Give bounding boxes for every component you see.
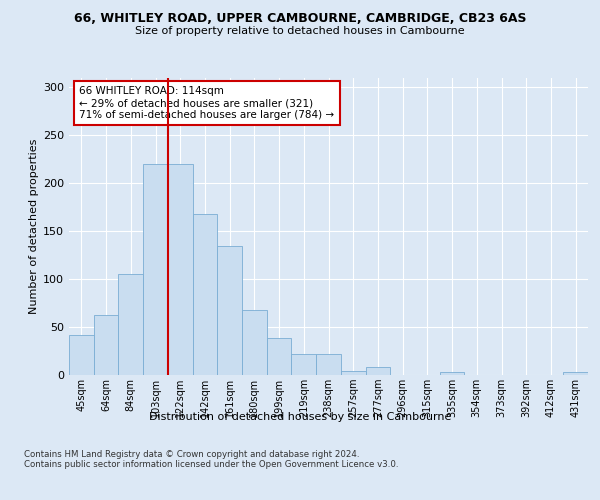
Bar bbox=[341, 371, 365, 375]
Bar bbox=[292, 354, 316, 375]
Bar bbox=[563, 372, 588, 375]
Text: 66, WHITLEY ROAD, UPPER CAMBOURNE, CAMBRIDGE, CB23 6AS: 66, WHITLEY ROAD, UPPER CAMBOURNE, CAMBR… bbox=[74, 12, 526, 26]
Text: Contains HM Land Registry data © Crown copyright and database right 2024.
Contai: Contains HM Land Registry data © Crown c… bbox=[24, 450, 398, 469]
Y-axis label: Number of detached properties: Number of detached properties bbox=[29, 138, 39, 314]
Bar bbox=[69, 334, 94, 375]
Bar bbox=[168, 164, 193, 375]
Bar bbox=[365, 368, 390, 375]
Bar bbox=[440, 372, 464, 375]
Text: Distribution of detached houses by size in Cambourne: Distribution of detached houses by size … bbox=[149, 412, 451, 422]
Bar bbox=[193, 214, 217, 375]
Bar bbox=[242, 310, 267, 375]
Text: Size of property relative to detached houses in Cambourne: Size of property relative to detached ho… bbox=[135, 26, 465, 36]
Bar bbox=[143, 164, 168, 375]
Bar bbox=[118, 274, 143, 375]
Bar bbox=[316, 354, 341, 375]
Text: 66 WHITLEY ROAD: 114sqm
← 29% of detached houses are smaller (321)
71% of semi-d: 66 WHITLEY ROAD: 114sqm ← 29% of detache… bbox=[79, 86, 335, 120]
Bar bbox=[94, 314, 118, 375]
Bar bbox=[217, 246, 242, 375]
Bar bbox=[267, 338, 292, 375]
